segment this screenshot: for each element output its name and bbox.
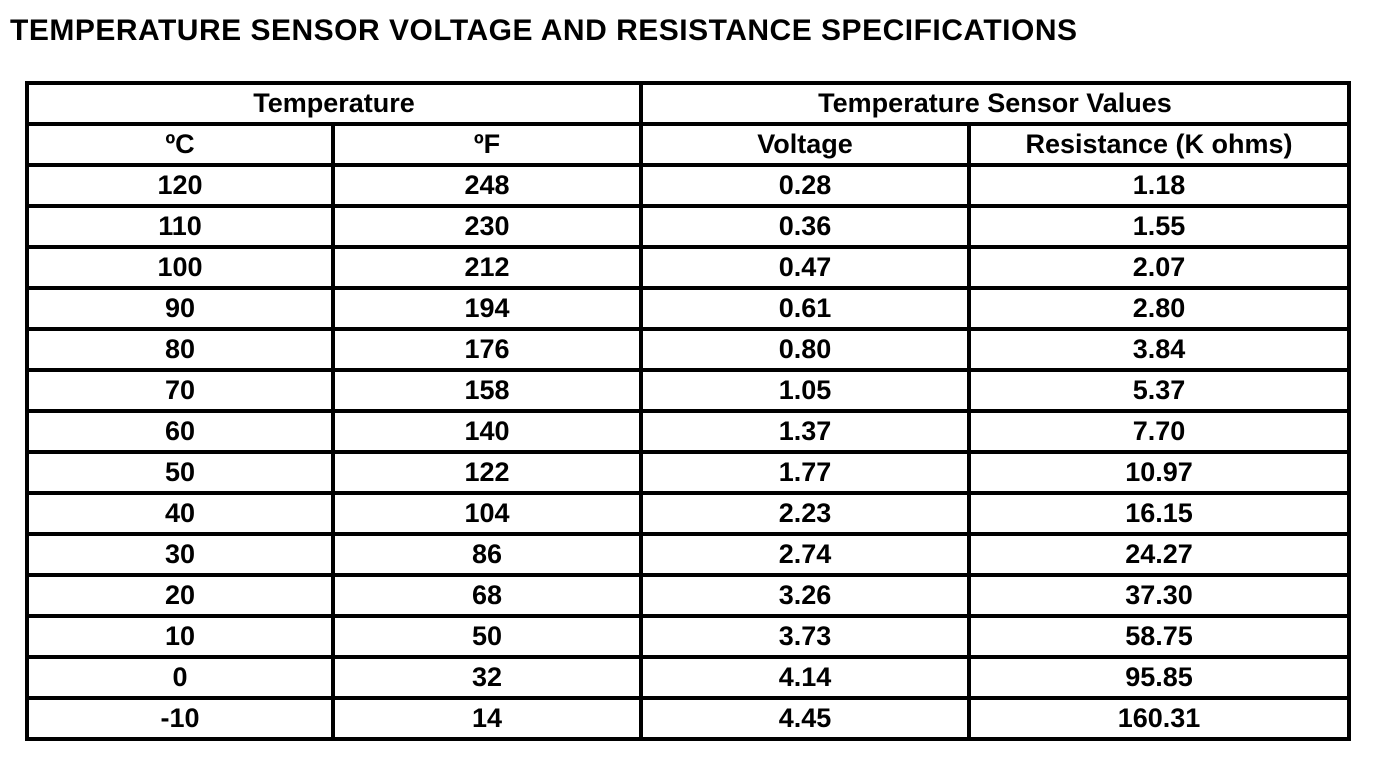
table-row: 120 248 0.28 1.18 — [25, 163, 1351, 208]
table-cell: 194 — [331, 286, 643, 331]
page-title: TEMPERATURE SENSOR VOLTAGE AND RESISTANC… — [10, 14, 1078, 47]
table-row: 100 212 0.47 2.07 — [25, 245, 1351, 290]
table-row: 110 230 0.36 1.55 — [25, 204, 1351, 249]
table-cell: 122 — [331, 450, 643, 495]
table-cell: 1.77 — [639, 450, 971, 495]
table-cell: 1.18 — [967, 163, 1351, 208]
group-header-cell: Temperature — [25, 81, 643, 126]
table-row: 0 32 4.14 95.85 — [25, 655, 1351, 700]
table-row: 50 122 1.77 10.97 — [25, 450, 1351, 495]
table-cell: 230 — [331, 204, 643, 249]
table-cell: 5.37 — [967, 368, 1351, 413]
table-cell: 1.37 — [639, 409, 971, 454]
table-cell: 10.97 — [967, 450, 1351, 495]
table-cell: 50 — [331, 614, 643, 659]
table-cell: 2.80 — [967, 286, 1351, 331]
table-cell: 0.80 — [639, 327, 971, 372]
column-header-cell: Resistance (K ohms) — [967, 122, 1351, 167]
table-row: 20 68 3.26 37.30 — [25, 573, 1351, 618]
table-row: 30 86 2.74 24.27 — [25, 532, 1351, 577]
table-cell: 32 — [331, 655, 643, 700]
table-cell: 100 — [25, 245, 335, 290]
table-cell: 7.70 — [967, 409, 1351, 454]
column-header-row: ºC ºF Voltage Resistance (K ohms) — [25, 122, 1351, 167]
table-header: Temperature Temperature Sensor Values ºC º… — [25, 81, 1351, 167]
temperature-sensor-spec-table: Temperature Temperature Sensor Values ºC º… — [25, 81, 1351, 741]
table-cell: 1.05 — [639, 368, 971, 413]
table-row: 80 176 0.80 3.84 — [25, 327, 1351, 372]
table-cell: 160.31 — [967, 696, 1351, 741]
table-cell: 14 — [331, 696, 643, 741]
table-cell: 68 — [331, 573, 643, 618]
table-cell: 16.15 — [967, 491, 1351, 536]
table-row: -10 14 4.45 160.31 — [25, 696, 1351, 741]
table-cell: 120 — [25, 163, 335, 208]
table-cell: 86 — [331, 532, 643, 577]
column-header-cell: ºC — [25, 122, 335, 167]
table-cell: 140 — [331, 409, 643, 454]
table-cell: 58.75 — [967, 614, 1351, 659]
column-header-cell: Voltage — [639, 122, 971, 167]
table-cell: 3.26 — [639, 573, 971, 618]
table-cell: 212 — [331, 245, 643, 290]
table-cell: 0 — [25, 655, 335, 700]
table-cell: 60 — [25, 409, 335, 454]
table-cell: 158 — [331, 368, 643, 413]
table-row: 60 140 1.37 7.70 — [25, 409, 1351, 454]
table-cell: 104 — [331, 491, 643, 536]
table-cell: -10 — [25, 696, 335, 741]
table-cell: 20 — [25, 573, 335, 618]
group-header-row: Temperature Temperature Sensor Values — [25, 81, 1351, 126]
table-cell: 3.73 — [639, 614, 971, 659]
table-cell: 4.14 — [639, 655, 971, 700]
table-row: 90 194 0.61 2.80 — [25, 286, 1351, 331]
table-cell: 95.85 — [967, 655, 1351, 700]
table-cell: 1.55 — [967, 204, 1351, 249]
table-cell: 2.23 — [639, 491, 971, 536]
table-cell: 4.45 — [639, 696, 971, 741]
column-header-cell: ºF — [331, 122, 643, 167]
table-cell: 0.28 — [639, 163, 971, 208]
table-cell: 70 — [25, 368, 335, 413]
table-cell: 2.07 — [967, 245, 1351, 290]
table-cell: 2.74 — [639, 532, 971, 577]
table-cell: 0.36 — [639, 204, 971, 249]
table-row: 70 158 1.05 5.37 — [25, 368, 1351, 413]
table-cell: 80 — [25, 327, 335, 372]
table-cell: 248 — [331, 163, 643, 208]
table-cell: 110 — [25, 204, 335, 249]
table-cell: 30 — [25, 532, 335, 577]
table-cell: 176 — [331, 327, 643, 372]
table-cell: 50 — [25, 450, 335, 495]
table-cell: 3.84 — [967, 327, 1351, 372]
group-header-cell: Temperature Sensor Values — [639, 81, 1351, 126]
table-row: 10 50 3.73 58.75 — [25, 614, 1351, 659]
table-cell: 0.47 — [639, 245, 971, 290]
table-cell: 10 — [25, 614, 335, 659]
table-cell: 37.30 — [967, 573, 1351, 618]
table-row: 40 104 2.23 16.15 — [25, 491, 1351, 536]
table-body: 120 248 0.28 1.18 110 230 0.36 1.55 100 212 0.47 2.… — [25, 163, 1351, 741]
table-cell: 24.27 — [967, 532, 1351, 577]
table-cell: 0.61 — [639, 286, 971, 331]
table-cell: 90 — [25, 286, 335, 331]
table-cell: 40 — [25, 491, 335, 536]
